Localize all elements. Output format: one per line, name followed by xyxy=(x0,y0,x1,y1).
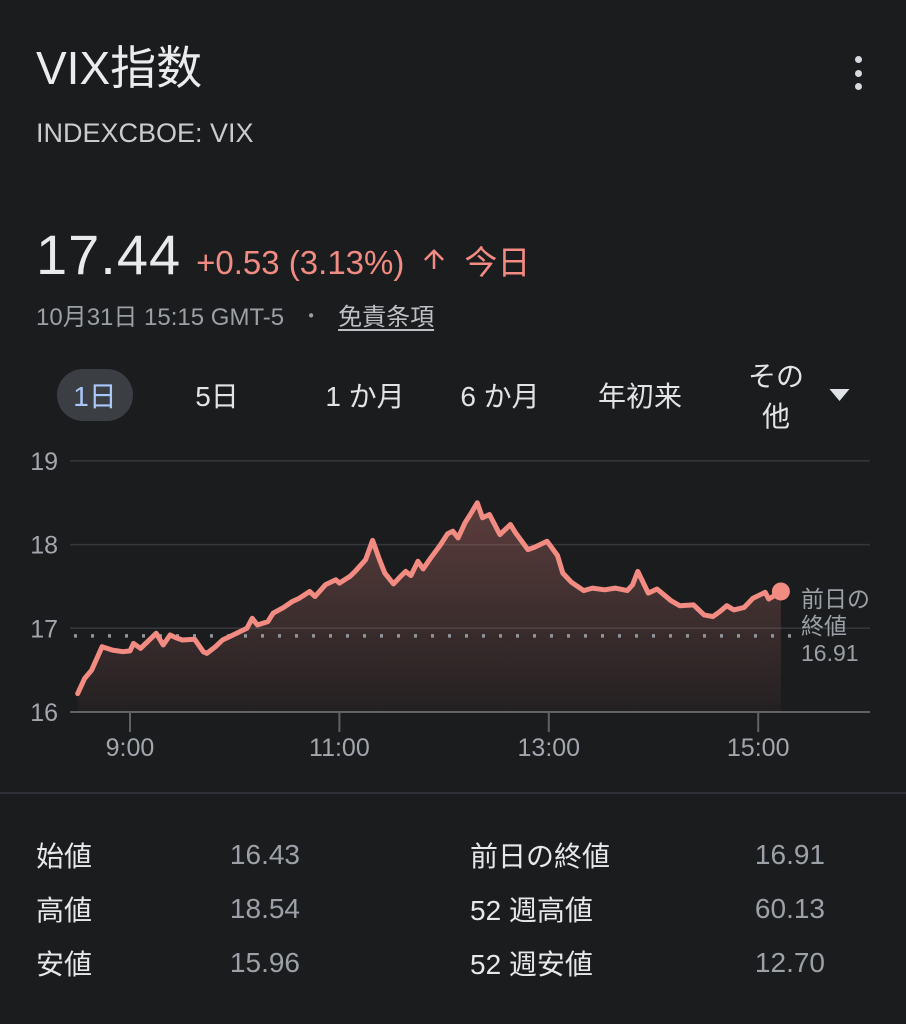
chevron-down-icon xyxy=(829,389,850,401)
quote-timestamp: 10月31日 15:15 GMT-5 xyxy=(36,304,285,331)
kebab-dot-icon xyxy=(854,69,862,77)
stat-row-prev-close: 前日の終値 16.91 xyxy=(470,828,825,882)
stat-label: 52 週安値 xyxy=(470,949,593,980)
tab-6m[interactable]: 6 か月 xyxy=(460,368,539,422)
y-axis-label: 19 xyxy=(30,448,58,476)
prev-close-label-line2: 終値 xyxy=(801,613,847,639)
ticker-symbol: INDEXCBOE: VIX xyxy=(36,118,254,148)
x-axis-label: 9:00 xyxy=(106,734,155,762)
dot-separator: ・ xyxy=(301,306,322,328)
more-menu-button[interactable] xyxy=(850,56,866,90)
stat-row-52wk-high: 52 週高値 60.13 xyxy=(470,882,825,936)
arrow-up-icon xyxy=(419,244,449,274)
stats-left-column: 始値 16.43 高値 18.54 安値 15.96 xyxy=(36,828,300,990)
last-price-marker xyxy=(771,582,790,601)
tab-5d[interactable]: 5日 xyxy=(195,368,239,422)
y-axis-label: 16 xyxy=(30,699,58,727)
area-fill xyxy=(77,502,781,712)
stat-row-high: 高値 18.54 xyxy=(36,882,300,936)
section-divider xyxy=(0,792,906,794)
prev-close-value: 16.91 xyxy=(801,640,859,666)
stat-label: 始値 xyxy=(36,841,93,872)
stat-value: 12.70 xyxy=(754,947,825,978)
stat-row-52wk-low: 52 週安値 12.70 xyxy=(470,936,825,990)
quote-meta: 10月31日 15:15 GMT-5 ・ 免責条項 xyxy=(36,297,434,332)
stat-label: 高値 xyxy=(36,895,93,926)
prev-close-label: 前日の 終値 16.91 xyxy=(801,586,870,667)
prev-close-label-line1: 前日の xyxy=(801,586,870,612)
stat-row-low: 安値 15.96 xyxy=(36,936,300,990)
page-title: VIX指数 xyxy=(36,42,203,94)
x-axis-label: 13:00 xyxy=(518,734,581,762)
price-line xyxy=(75,500,784,697)
y-axis-label: 17 xyxy=(30,615,58,643)
stat-value: 16.91 xyxy=(754,839,825,870)
stats-right-column: 前日の終値 16.91 52 週高値 60.13 52 週安値 12.70 xyxy=(470,828,825,990)
price-change: +0.53 (3.13%) xyxy=(196,244,405,281)
tab-1m[interactable]: 1 か月 xyxy=(325,368,404,422)
change-period-label: 今日 xyxy=(464,244,531,281)
stat-label: 安値 xyxy=(36,949,93,980)
chart-canvas[interactable]: 16 17 18 19 9:00 11:00 13:00 15:00 xyxy=(0,440,906,770)
stat-value: 18.54 xyxy=(229,893,300,924)
range-tabs: 1日 5日 1 か月 6 か月 年初来 その他 xyxy=(0,361,906,432)
tab-1d[interactable]: 1日 xyxy=(57,369,133,421)
tab-more-label: その他 xyxy=(747,361,804,432)
disclaimer-link[interactable]: 免責条項 xyxy=(338,304,435,331)
key-stats: 始値 16.43 高値 18.54 安値 15.96 前日の終値 16.91 5… xyxy=(0,794,906,990)
stat-row-open: 始値 16.43 xyxy=(36,828,300,882)
x-axis-label: 11:00 xyxy=(309,734,370,762)
tab-more[interactable]: その他 xyxy=(737,361,850,432)
stat-label: 前日の終値 xyxy=(470,841,611,872)
stat-value: 15.96 xyxy=(229,947,300,978)
tab-ytd[interactable]: 年初来 xyxy=(598,368,682,422)
current-price: 17.44 xyxy=(36,223,182,286)
kebab-dot-icon xyxy=(854,56,862,63)
stat-label: 52 週高値 xyxy=(470,895,593,926)
stat-value: 16.43 xyxy=(229,839,300,870)
y-axis-label: 18 xyxy=(30,532,58,560)
kebab-dot-icon xyxy=(854,83,862,90)
price-chart: 16 17 18 19 9:00 11:00 13:00 15:00 前日の 終値 16.91 xyxy=(0,440,906,770)
x-axis-label: 15:00 xyxy=(727,734,790,762)
stat-value: 60.13 xyxy=(754,893,825,924)
quote-block: 17.44 +0.53 (3.13%) 今日 xyxy=(36,222,530,287)
